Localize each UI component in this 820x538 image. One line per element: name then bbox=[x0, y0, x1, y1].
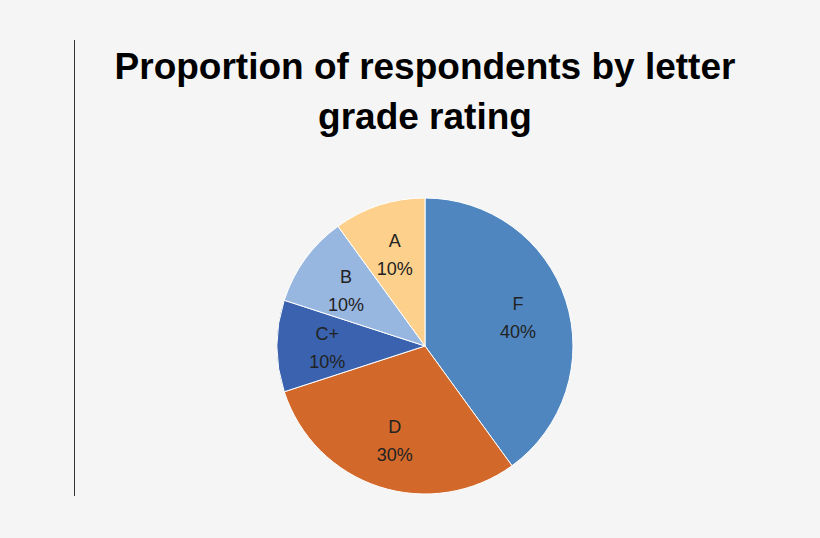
category-label: D bbox=[388, 417, 401, 437]
data-label: 40% bbox=[500, 322, 536, 342]
category-label: B bbox=[340, 267, 352, 287]
divider-line bbox=[74, 40, 75, 496]
pie-slice bbox=[284, 346, 512, 494]
data-label: 10% bbox=[377, 259, 413, 279]
category-label: A bbox=[389, 231, 401, 251]
category-label: F bbox=[512, 294, 523, 314]
data-label: 10% bbox=[309, 352, 345, 372]
labels: F 40% D 30% C+ 10% B 10% A 10% bbox=[309, 231, 536, 465]
category-label: C+ bbox=[316, 324, 340, 344]
slices bbox=[277, 198, 573, 494]
pie-slice bbox=[338, 198, 425, 346]
data-label: 10% bbox=[328, 295, 364, 315]
data-label: 30% bbox=[377, 445, 413, 465]
chart-svg: F 40% D 30% C+ 10% B 10% A 10% bbox=[0, 0, 820, 538]
chart-title: Proportion of respondents by letter grad… bbox=[80, 42, 770, 142]
